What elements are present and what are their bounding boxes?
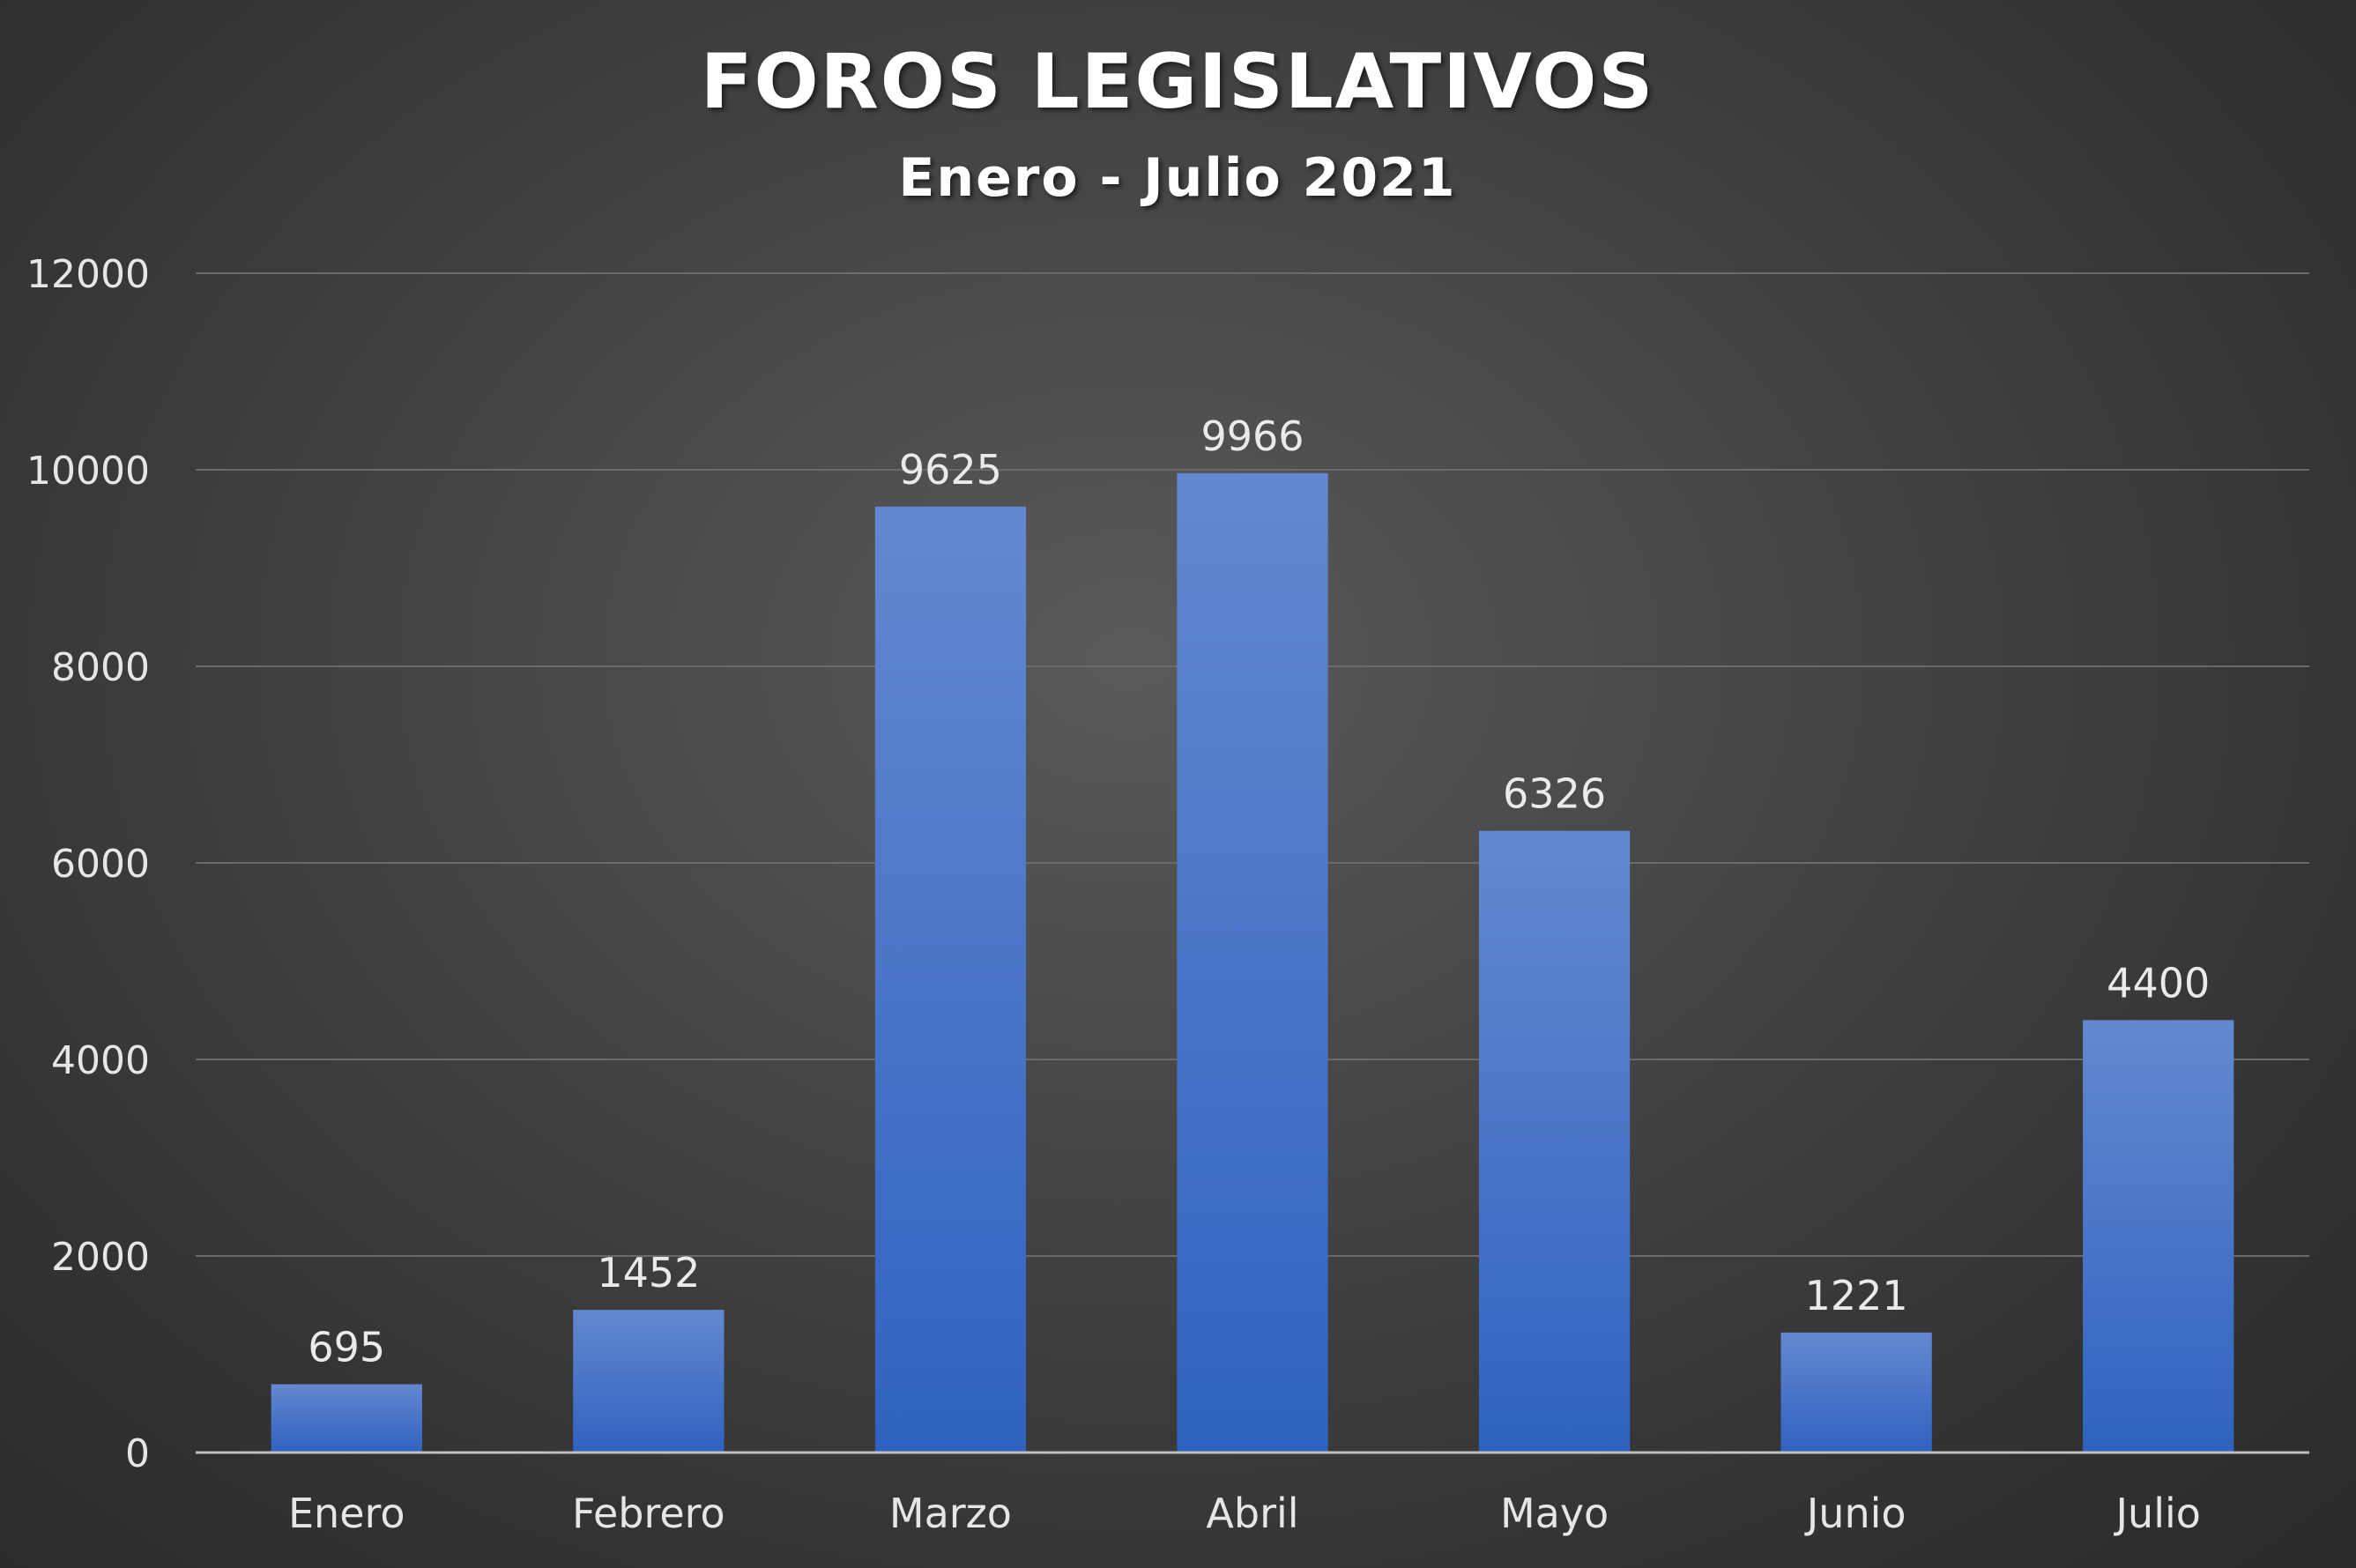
x-tick-label-marzo: Marzo: [889, 1490, 1012, 1537]
chart-title: FOROS LEGISLATIVOS: [701, 38, 1655, 126]
data-labels: 695 1452 9625 9966 6326 1221 4400: [308, 412, 2210, 1371]
x-tick-label-enero: Enero: [288, 1490, 405, 1537]
x-tick-label-mayo: Mayo: [1500, 1490, 1609, 1537]
x-tick-label-junio: Junio: [1804, 1490, 1906, 1537]
chart-subtitle: Enero - Julio 2021: [898, 147, 1456, 209]
x-axis-tick-labels: Enero Febrero Marzo Abril Mayo Junio Julio: [288, 1490, 2201, 1537]
bar-febrero: [573, 1310, 725, 1453]
y-tick-label: 10000: [26, 449, 150, 494]
y-tick-label: 6000: [51, 842, 150, 887]
data-label-enero: 695: [308, 1324, 385, 1371]
data-label-febrero: 1452: [597, 1249, 700, 1297]
y-tick-label: 2000: [51, 1235, 150, 1280]
y-axis-tick-labels: 0 2000 4000 6000 8000 10000 12000: [26, 252, 150, 1476]
bar-mayo: [1478, 830, 1631, 1453]
x-tick-label-febrero: Febrero: [572, 1490, 725, 1537]
data-label-marzo: 9625: [899, 446, 1002, 494]
x-tick-label-julio: Julio: [2113, 1490, 2200, 1537]
y-tick-label: 12000: [26, 252, 150, 297]
bar-junio: [1780, 1332, 1932, 1453]
bar-julio: [2083, 1020, 2234, 1453]
x-tick-label-abril: Abril: [1206, 1490, 1298, 1537]
bar-abril: [1177, 472, 1328, 1453]
y-tick-label: 0: [125, 1431, 150, 1476]
bar-enero: [271, 1384, 422, 1453]
y-tick-label: 8000: [51, 645, 150, 690]
data-label-mayo: 6326: [1503, 770, 1606, 818]
data-label-julio: 4400: [2107, 959, 2210, 1007]
bar-marzo: [874, 506, 1027, 1453]
data-label-junio: 1221: [1805, 1272, 1908, 1319]
data-label-abril: 9966: [1200, 412, 1304, 460]
bars: [271, 472, 2234, 1453]
y-tick-label: 4000: [51, 1038, 150, 1083]
